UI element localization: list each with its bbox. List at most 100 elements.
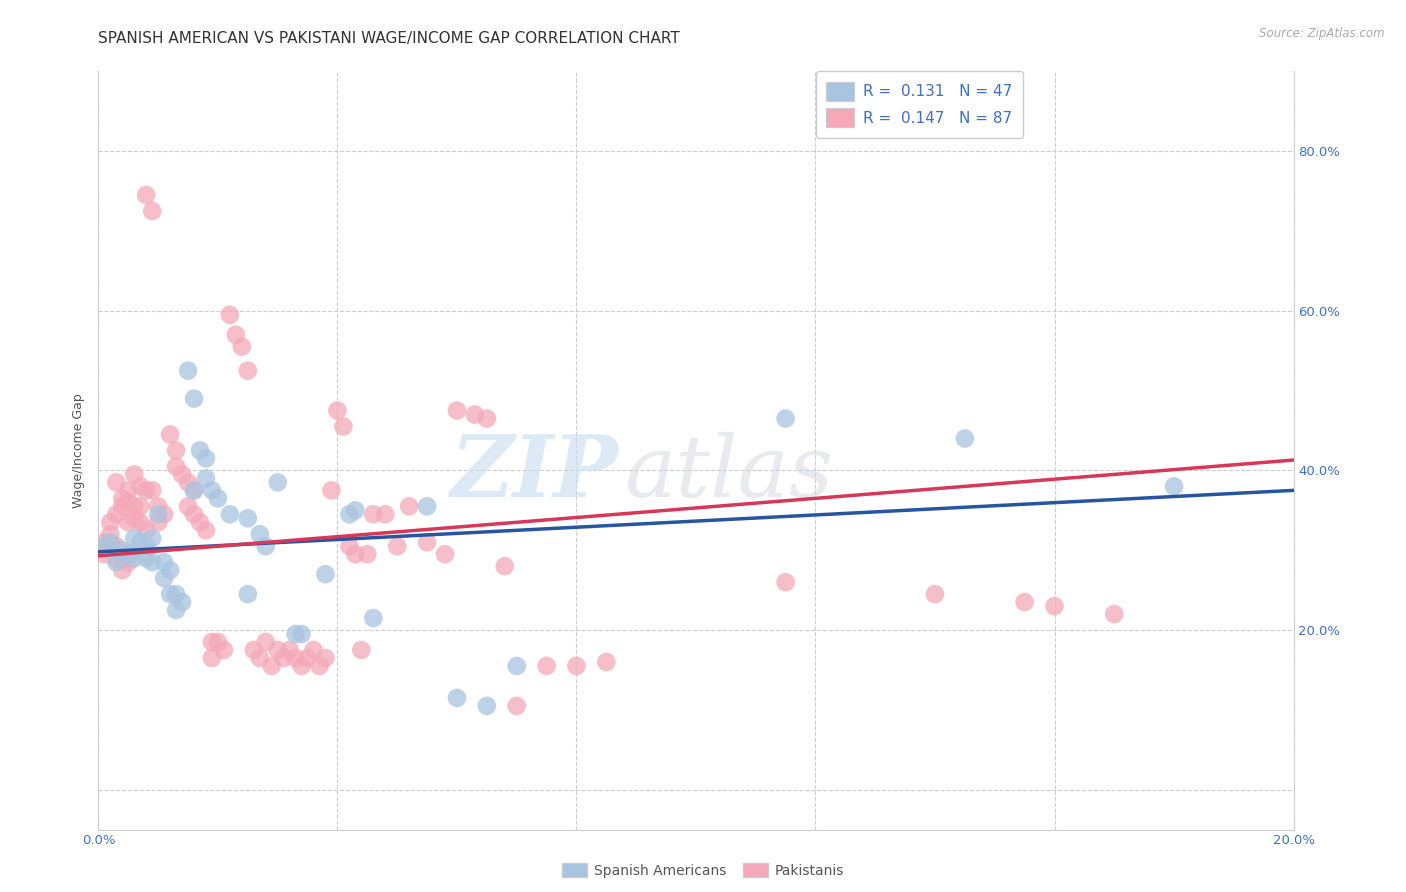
Point bbox=[291, 659, 314, 673]
Point bbox=[775, 411, 797, 425]
Point bbox=[183, 483, 205, 498]
Point bbox=[315, 567, 337, 582]
Point bbox=[111, 563, 134, 577]
Point bbox=[506, 659, 529, 673]
Point bbox=[475, 411, 498, 425]
Point bbox=[135, 551, 157, 566]
Point bbox=[267, 475, 290, 490]
Point bbox=[195, 451, 218, 466]
Point bbox=[141, 204, 163, 219]
Point bbox=[284, 651, 307, 665]
Point bbox=[344, 547, 367, 561]
Point bbox=[1043, 599, 1066, 613]
Point bbox=[129, 516, 152, 530]
Point bbox=[302, 643, 325, 657]
Point bbox=[129, 479, 152, 493]
Point bbox=[201, 635, 224, 649]
Point bbox=[212, 643, 235, 657]
Point bbox=[153, 571, 176, 585]
Point bbox=[1104, 607, 1126, 621]
Point bbox=[195, 471, 218, 485]
Point bbox=[363, 611, 385, 625]
Point bbox=[344, 503, 367, 517]
Point bbox=[249, 527, 271, 541]
Point bbox=[153, 555, 176, 569]
Point bbox=[172, 467, 194, 482]
Point bbox=[219, 508, 242, 522]
Point bbox=[124, 531, 146, 545]
Point bbox=[165, 603, 187, 617]
Point bbox=[953, 432, 976, 446]
Point bbox=[434, 547, 457, 561]
Point bbox=[332, 419, 354, 434]
Point bbox=[183, 392, 205, 406]
Point bbox=[93, 535, 115, 549]
Point bbox=[135, 523, 157, 537]
Point bbox=[135, 188, 157, 202]
Point bbox=[1014, 595, 1036, 609]
Point bbox=[374, 508, 396, 522]
Point bbox=[225, 327, 247, 342]
Legend: Spanish Americans, Pakistanis: Spanish Americans, Pakistanis bbox=[557, 857, 849, 883]
Point bbox=[124, 551, 146, 566]
Point bbox=[398, 500, 420, 514]
Point bbox=[105, 475, 128, 490]
Point bbox=[297, 651, 319, 665]
Point bbox=[284, 627, 307, 641]
Point bbox=[93, 539, 115, 553]
Point bbox=[165, 587, 187, 601]
Point bbox=[159, 563, 181, 577]
Point bbox=[111, 500, 134, 514]
Point bbox=[98, 535, 122, 549]
Point bbox=[308, 659, 330, 673]
Point bbox=[117, 555, 139, 569]
Point bbox=[105, 539, 128, 553]
Point bbox=[141, 483, 163, 498]
Point bbox=[536, 659, 558, 673]
Point bbox=[117, 495, 139, 509]
Point bbox=[350, 643, 373, 657]
Point bbox=[278, 643, 301, 657]
Point bbox=[363, 508, 385, 522]
Point bbox=[183, 508, 205, 522]
Point bbox=[135, 539, 157, 553]
Point bbox=[141, 555, 163, 569]
Point bbox=[464, 408, 486, 422]
Point bbox=[124, 511, 146, 525]
Point bbox=[207, 491, 229, 506]
Point bbox=[254, 539, 277, 553]
Point bbox=[159, 587, 181, 601]
Point bbox=[159, 427, 181, 442]
Point bbox=[93, 547, 115, 561]
Point bbox=[117, 547, 139, 561]
Point bbox=[446, 690, 468, 705]
Point bbox=[105, 508, 128, 522]
Point bbox=[273, 651, 295, 665]
Text: SPANISH AMERICAN VS PAKISTANI WAGE/INCOME GAP CORRELATION CHART: SPANISH AMERICAN VS PAKISTANI WAGE/INCOM… bbox=[98, 31, 681, 46]
Point bbox=[111, 543, 134, 558]
Point bbox=[385, 539, 409, 553]
Point bbox=[775, 575, 797, 590]
Point bbox=[105, 555, 128, 569]
Point bbox=[148, 516, 170, 530]
Point bbox=[148, 508, 170, 522]
Point bbox=[129, 535, 152, 549]
Point bbox=[201, 483, 224, 498]
Point bbox=[165, 459, 187, 474]
Text: atlas: atlas bbox=[624, 432, 834, 515]
Text: Source: ZipAtlas.com: Source: ZipAtlas.com bbox=[1260, 27, 1385, 40]
Point bbox=[124, 467, 146, 482]
Point bbox=[475, 698, 498, 713]
Point bbox=[219, 308, 242, 322]
Point bbox=[565, 659, 588, 673]
Point bbox=[129, 500, 152, 514]
Point bbox=[98, 527, 122, 541]
Point bbox=[231, 340, 253, 354]
Point bbox=[267, 643, 290, 657]
Point bbox=[165, 443, 187, 458]
Point bbox=[177, 500, 200, 514]
Point bbox=[236, 587, 259, 601]
Point bbox=[446, 403, 468, 417]
Point bbox=[117, 516, 139, 530]
Point bbox=[494, 559, 516, 574]
